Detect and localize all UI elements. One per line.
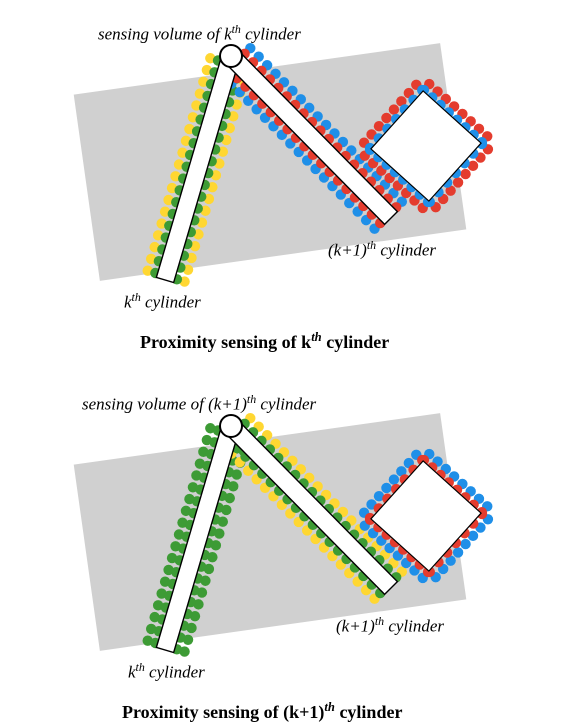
panel2-caption: Proximity sensing of (k+1)th cylinder [122, 700, 402, 723]
panel1-k-cylinder-label: kth cylinder [124, 290, 201, 313]
diagram-panel-2 [0, 370, 579, 720]
panel1-caption: Proximity sensing of kth cylinder [140, 330, 389, 353]
panel2-k-cylinder-label: kth cylinder [128, 660, 205, 683]
panel1-sensing-volume-label: sensing volume of kth cylinder [98, 22, 301, 45]
panel2-k1-cylinder-label: (k+1)th cylinder [336, 614, 444, 637]
panel1-k1-cylinder-label: (k+1)th cylinder [328, 238, 436, 261]
panel2-sensing-volume-label: sensing volume of (k+1)th cylinder [82, 392, 316, 415]
diagram-panel-1 [0, 0, 579, 350]
